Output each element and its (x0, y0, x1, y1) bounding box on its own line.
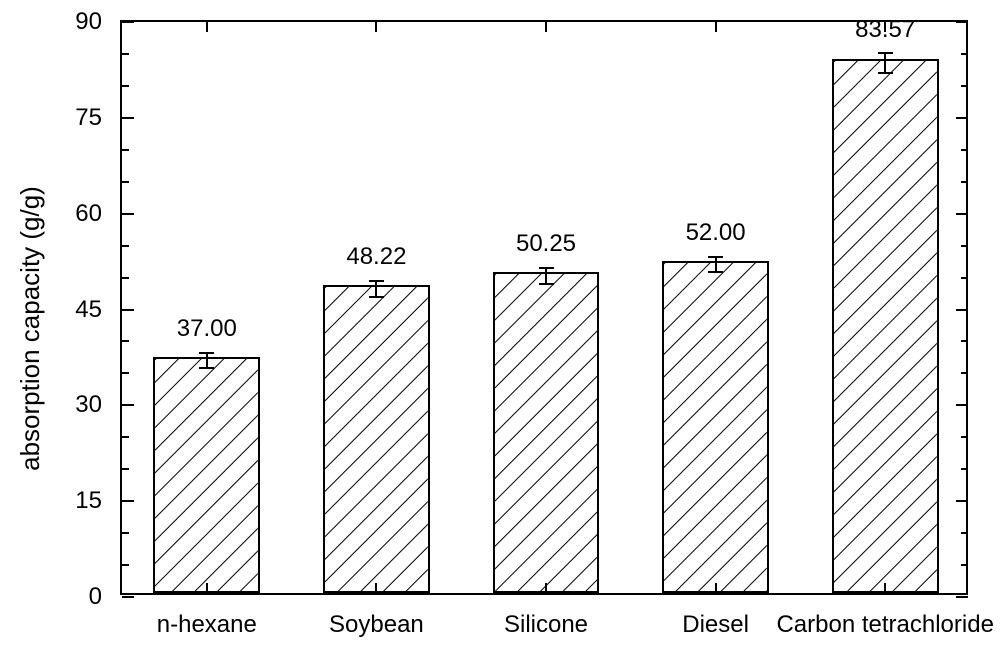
x-tick-label: Diesel (682, 611, 749, 639)
plot-area: 0153045607590 37.0048.2250.2552.0083.57 … (120, 20, 968, 595)
error-bar-cap (878, 52, 893, 54)
y-tick-label: 15 (2, 487, 102, 515)
bar-value-label: 52.00 (686, 219, 746, 247)
x-tick-major (206, 583, 208, 595)
y-axis-title: absorption capacity (g/g) (15, 186, 46, 471)
error-bar (545, 268, 547, 283)
x-tick-label: Soybean (329, 611, 424, 639)
error-bar-cap (369, 296, 384, 298)
bar (493, 272, 600, 593)
bar (323, 285, 430, 593)
error-bar-cap (369, 280, 384, 282)
x-tick-label: Silicone (504, 611, 588, 639)
error-bar-cap (199, 352, 214, 354)
y-tick-label: 75 (2, 104, 102, 132)
x-tick-major (545, 583, 547, 595)
error-bar-cap (878, 72, 893, 74)
error-bar-cap (539, 267, 554, 269)
y-axis-title-container: absorption capacity (g/g) (14, 0, 46, 656)
bars-layer: 37.0048.2250.2552.0083.57 (122, 22, 966, 593)
bar (832, 59, 939, 593)
error-bar (715, 257, 717, 272)
error-bar-cap (708, 271, 723, 273)
x-tick-major (375, 20, 377, 32)
error-bar (206, 353, 208, 368)
x-tick-major (884, 20, 886, 32)
y-tick-label: 60 (2, 200, 102, 228)
error-bar-cap (708, 256, 723, 258)
x-tick-label: Carbon tetrachloride (776, 611, 993, 639)
x-tick-major (715, 20, 717, 32)
bar (153, 357, 260, 593)
x-tick-major (715, 583, 717, 595)
x-tick-major (206, 20, 208, 32)
y-tick-label: 45 (2, 296, 102, 324)
bar (662, 261, 769, 593)
bar-value-label: 37.00 (177, 315, 237, 343)
bar-value-label: 48.22 (346, 243, 406, 271)
y-tick-label: 0 (2, 583, 102, 611)
x-tick-major (545, 20, 547, 32)
y-tick-label: 30 (2, 391, 102, 419)
x-tick-label: n-hexane (157, 611, 257, 639)
error-bar-cap (199, 367, 214, 369)
bar-value-label: 50.25 (516, 230, 576, 258)
error-bar-cap (539, 283, 554, 285)
y-tick-label: 90 (2, 8, 102, 36)
absorption-capacity-chart: absorption capacity (g/g) 0153045607590 … (0, 0, 1000, 656)
y-tick-major (122, 596, 134, 598)
error-bar (884, 53, 886, 72)
error-bar (375, 281, 377, 296)
x-tick-major (884, 583, 886, 595)
x-tick-major (375, 583, 377, 595)
y-tick-major (956, 596, 968, 598)
